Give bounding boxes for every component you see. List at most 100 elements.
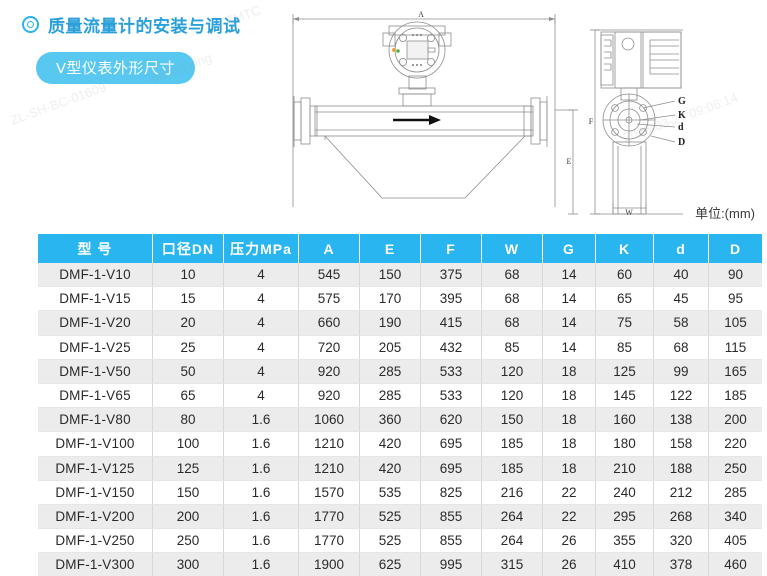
- cell-value: 320: [653, 528, 709, 554]
- cell-value: 205: [359, 335, 421, 360]
- cell-value: 1.6: [223, 504, 299, 530]
- cell-value: 165: [708, 359, 762, 384]
- v-body: [324, 135, 526, 199]
- cell-value: 410: [595, 552, 654, 576]
- page-title-text: 质量流量计的安装与调试: [48, 17, 241, 36]
- flange-callout-g: G: [678, 96, 686, 107]
- col-header-d-large: D: [708, 234, 762, 263]
- cell-model: DMF-1-V50: [38, 359, 153, 384]
- col-header-dn: 口径DN: [152, 234, 224, 263]
- col-header-w: W: [481, 234, 543, 263]
- cell-value: 125: [152, 456, 224, 481]
- cell-value: 65: [152, 383, 224, 409]
- cell-model: DMF-1-V10: [38, 263, 153, 288]
- spec-table-container: 型 号 口径DN 压力MPa A E F W G K d D DMF-1-V10…: [38, 234, 762, 576]
- cell-value: 50: [152, 359, 224, 384]
- units-label: 单位:(mm): [695, 206, 755, 221]
- cell-value: 58: [653, 310, 709, 336]
- table-row: DMF-1-V100 100 1.6 1210 420 695 185 18 180 158 220: [38, 431, 762, 457]
- cell-value: 4: [223, 286, 299, 312]
- cell-value: 268: [653, 504, 709, 530]
- cell-value: 180: [595, 431, 654, 457]
- cell-value: 525: [359, 528, 421, 554]
- cell-value: 75: [595, 310, 654, 336]
- cell-value: 285: [708, 480, 762, 505]
- cell-value: 264: [481, 504, 543, 530]
- spec-table: 型 号 口径DN 压力MPa A E F W G K d D DMF-1-V10…: [38, 234, 762, 576]
- cell-value: 80: [152, 407, 224, 433]
- cell-value: 300: [152, 552, 224, 576]
- cell-value: 45: [653, 286, 709, 312]
- flange-circle: [602, 93, 656, 147]
- cell-value: 15: [152, 286, 224, 312]
- cell-value: 150: [481, 407, 543, 433]
- cell-value: 120: [481, 383, 543, 409]
- cell-value: 18: [542, 359, 596, 384]
- cell-value: 22: [542, 480, 596, 505]
- cell-value: 4: [223, 310, 299, 336]
- technical-drawing: A F E W G K d D: [285, 2, 765, 227]
- cell-value: 138: [653, 407, 709, 433]
- cell-value: 18: [542, 407, 596, 433]
- cell-value: 185: [708, 383, 762, 409]
- cell-model: DMF-1-V80: [38, 407, 153, 433]
- cell-value: 825: [420, 480, 482, 505]
- section-badge: V型仪表外形尺寸: [36, 52, 196, 84]
- cell-value: 14: [542, 310, 596, 336]
- cell-value: 855: [420, 528, 482, 554]
- dimension-label-e: E: [567, 157, 572, 166]
- cell-value: 150: [359, 263, 421, 288]
- dimension-label-f: F: [589, 117, 594, 126]
- cell-value: 285: [359, 383, 421, 409]
- cell-value: 95: [708, 286, 762, 312]
- dimension-label-w: W: [625, 208, 633, 217]
- cell-value: 25: [152, 335, 224, 360]
- cell-value: 122: [653, 383, 709, 409]
- col-header-pressure: 压力MPa: [223, 234, 299, 263]
- cell-value: 60: [595, 263, 654, 288]
- cell-value: 14: [542, 263, 596, 288]
- cell-value: 285: [359, 359, 421, 384]
- cell-value: 145: [595, 383, 654, 409]
- cell-value: 26: [542, 528, 596, 554]
- cell-value: 620: [420, 407, 482, 433]
- cell-value: 40: [653, 263, 709, 288]
- table-row: DMF-1-V20 20 4 660 190 415 68 14 75 58 105: [38, 310, 762, 336]
- col-header-e: E: [359, 234, 421, 263]
- cell-value: 355: [595, 528, 654, 554]
- right-flange: [523, 96, 548, 147]
- cell-value: 1.6: [223, 431, 299, 457]
- flange-callout-leaders: [636, 100, 676, 143]
- cell-value: 100: [152, 431, 224, 457]
- cell-value: 432: [420, 335, 482, 360]
- cell-value: 250: [152, 528, 224, 554]
- transmitter-head: [382, 21, 452, 79]
- flange-callout-d-small: d: [678, 122, 684, 133]
- cell-value: 240: [595, 480, 654, 505]
- col-header-d-small: d: [653, 234, 709, 263]
- cell-value: 1.6: [223, 407, 299, 433]
- cell-value: 200: [152, 504, 224, 530]
- cell-value: 115: [708, 335, 762, 360]
- cell-value: 20: [152, 310, 224, 336]
- cell-value: 26: [542, 552, 596, 576]
- table-row: DMF-1-V50 50 4 920 285 533 120 18 125 99 165: [38, 359, 762, 384]
- cell-value: 920: [298, 383, 360, 409]
- cell-value: 14: [542, 335, 596, 360]
- cell-value: 18: [542, 456, 596, 481]
- col-header-g: G: [542, 234, 596, 263]
- cell-value: 360: [359, 407, 421, 433]
- table-row: DMF-1-V150 150 1.6 1570 535 825 216 22 240 212 285: [38, 480, 762, 505]
- cell-value: 18: [542, 383, 596, 409]
- cell-value: 185: [481, 431, 543, 457]
- col-header-model: 型 号: [38, 234, 153, 263]
- cell-value: 625: [359, 552, 421, 576]
- cell-value: 68: [481, 263, 543, 288]
- cell-value: 212: [653, 480, 709, 505]
- table-row: DMF-1-V200 200 1.6 1770 525 855 264 22 295 268 340: [38, 504, 762, 530]
- cell-value: 375: [420, 263, 482, 288]
- cell-value: 68: [481, 310, 543, 336]
- cell-value: 575: [298, 286, 360, 312]
- watermark: ZL-SH-BC-01609: [8, 79, 108, 128]
- cell-model: DMF-1-V200: [38, 504, 153, 530]
